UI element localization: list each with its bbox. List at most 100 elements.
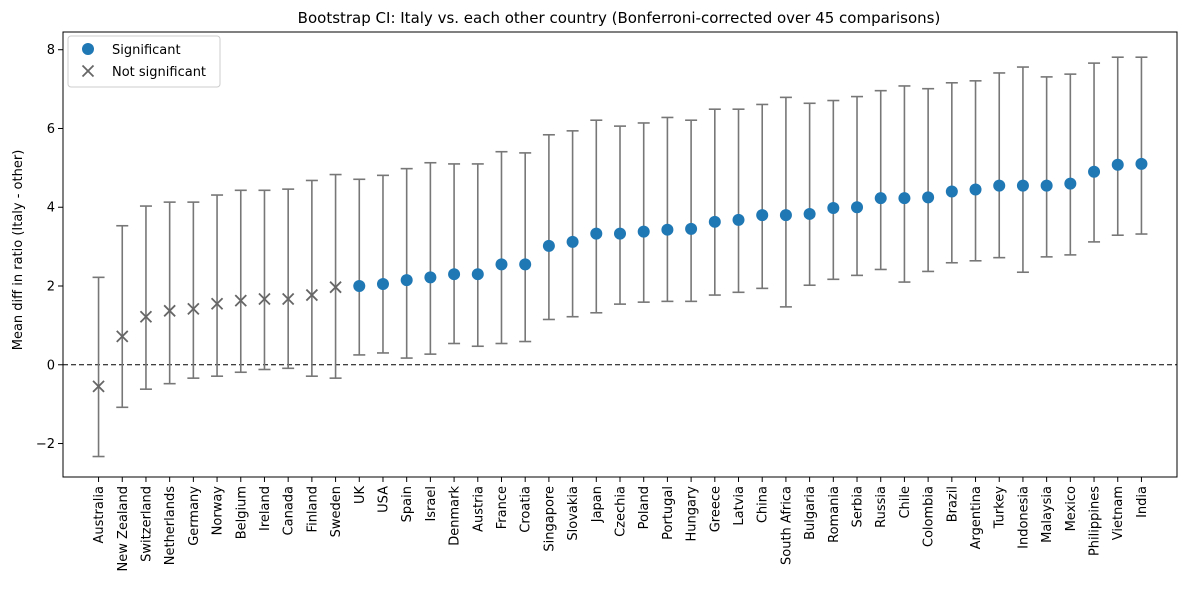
significant-point <box>993 179 1006 192</box>
not-significant-point <box>210 297 224 310</box>
significant-point <box>590 227 603 240</box>
x-tick-label: Singapore <box>542 486 557 552</box>
x-tick-label: Switzerland <box>139 486 154 562</box>
significant-point <box>1064 177 1077 190</box>
y-tick-label: 8 <box>47 43 55 58</box>
x-tick-label: Brazil <box>945 486 960 522</box>
significant-point <box>661 223 674 236</box>
x-marker-stroke <box>139 310 153 323</box>
x-tick-label: Argentina <box>969 486 984 549</box>
plot-area: −2 0 2 4 6 8 Australia New Zealand Switzerland Ne… <box>36 31 1178 571</box>
not-significant-point <box>305 288 319 302</box>
x-tick-label: France <box>495 486 510 529</box>
x-tick-label: Romania <box>827 486 842 543</box>
x-tick-label: Bulgaria <box>803 486 818 540</box>
x-tick-label: Philippines <box>1088 486 1103 556</box>
x-tick-label: South Africa <box>779 486 794 565</box>
significant-point <box>708 215 721 228</box>
significant-point <box>566 235 579 248</box>
x-tick-label: Serbia <box>851 486 866 527</box>
x-tick-label: Latvia <box>732 486 747 526</box>
y-axis-label: Mean diff in ratio (Italy - other) <box>11 150 26 351</box>
x-tick-label: Belgium <box>234 486 249 539</box>
legend-significant-marker <box>82 43 94 55</box>
y-tick-label: 0 <box>47 358 55 373</box>
significant-point <box>637 225 650 238</box>
x-tick-label: Greece <box>708 486 723 532</box>
x-marker-stroke <box>187 302 200 315</box>
legend-not-significant-label: Not significant <box>112 65 206 80</box>
x-tick-label: Chile <box>898 486 913 519</box>
significant-point <box>732 213 745 226</box>
x-tick-label: Russia <box>874 486 889 528</box>
significant-point <box>495 258 508 271</box>
not-significant-point <box>116 330 129 343</box>
y-tick-label: 2 <box>47 280 55 295</box>
significant-point <box>898 192 911 205</box>
x-tick-label: Sweden <box>329 486 344 537</box>
significant-point <box>400 274 413 287</box>
x-tick-label: China <box>756 486 771 523</box>
significant-point <box>851 201 864 214</box>
not-significant-point <box>92 380 105 393</box>
x-tick-label: Slovakia <box>566 486 581 541</box>
x-marker-stroke <box>210 297 224 310</box>
significant-point <box>945 185 958 198</box>
significant-point <box>424 271 437 284</box>
significant-point <box>1040 179 1053 192</box>
x-tick-label: Malaysia <box>1040 486 1055 543</box>
x-tick-label: Japan <box>590 486 605 523</box>
significant-point <box>803 207 816 220</box>
significant-point <box>1111 158 1124 171</box>
significant-point <box>756 209 769 222</box>
x-tick-label: Hungary <box>685 486 700 542</box>
x-marker-stroke <box>305 288 319 302</box>
x-tick-label: Czechia <box>614 486 629 537</box>
chart-title: Bootstrap CI: Italy vs. each other count… <box>298 9 941 27</box>
x-tick-label: Denmark <box>448 486 463 546</box>
x-tick-label: Austria <box>471 486 486 532</box>
legend-significant-label: Significant <box>112 43 181 58</box>
x-tick-label: UK <box>353 486 368 505</box>
legend: Significant Not significant <box>67 35 221 88</box>
legend-x-stroke <box>81 64 95 78</box>
not-significant-point <box>139 310 153 323</box>
not-significant-point <box>234 294 247 307</box>
significant-point <box>448 268 461 281</box>
x-marker-stroke <box>282 292 295 306</box>
x-marker-stroke <box>258 292 271 306</box>
significant-point <box>353 280 366 293</box>
not-significant-point <box>258 292 271 306</box>
x-tick-label: New Zealand <box>116 486 131 571</box>
significant-point <box>519 258 532 271</box>
significant-point <box>779 209 792 222</box>
x-tick-label: Poland <box>637 486 652 529</box>
y-tick-label: 4 <box>47 201 55 216</box>
significant-point <box>614 227 626 240</box>
significant-point <box>376 278 389 291</box>
not-significant-point <box>329 281 342 294</box>
significant-point <box>922 191 935 204</box>
x-marker-stroke <box>116 330 129 343</box>
x-tick-label: Norway <box>211 486 226 536</box>
x-tick-label: Netherlands <box>163 486 178 565</box>
not-significant-point <box>163 304 176 317</box>
x-marker-stroke <box>163 304 176 317</box>
x-tick-label: Mexico <box>1064 486 1079 531</box>
not-significant-point <box>282 292 295 306</box>
significant-point <box>1135 157 1148 170</box>
x-tick-label: Turkey <box>993 486 1008 530</box>
x-tick-label: Australia <box>92 486 107 544</box>
x-marker-stroke <box>329 281 342 294</box>
x-marker-stroke <box>92 380 105 393</box>
x-tick-label: India <box>1135 486 1150 518</box>
x-marker-stroke <box>234 294 247 307</box>
significant-point <box>1088 165 1101 178</box>
x-tick-label: USA <box>376 486 391 513</box>
x-tick-label: Indonesia <box>1016 486 1031 549</box>
significant-point <box>969 183 982 196</box>
x-tick-label: Canada <box>282 486 297 535</box>
significant-point <box>685 222 698 235</box>
x-tick-label: Croatia <box>519 486 534 533</box>
